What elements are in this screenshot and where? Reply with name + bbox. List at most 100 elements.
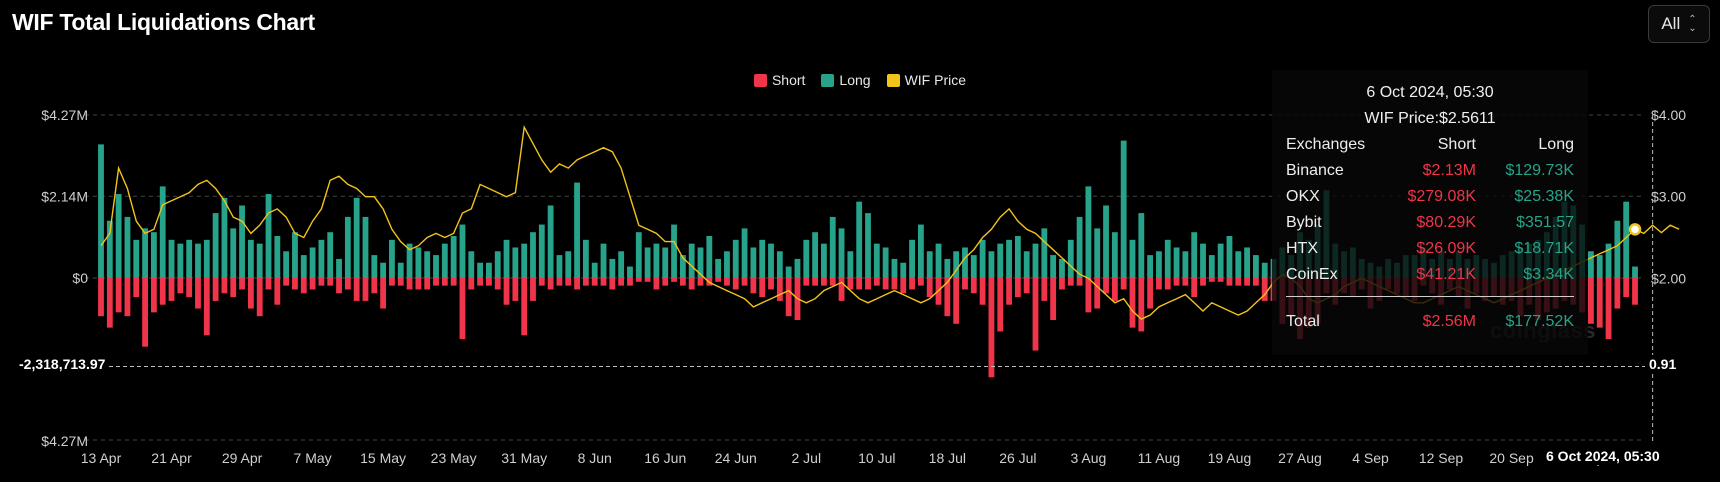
y2-tick-label: $2.00: [1651, 270, 1686, 286]
short-bar: [627, 278, 633, 286]
y-tick-label: $0: [72, 270, 88, 286]
long-bar: [1261, 262, 1268, 278]
short-bar: [697, 278, 704, 286]
short-bar: [829, 278, 836, 286]
long-bar: [1632, 266, 1638, 278]
short-bar: [1023, 278, 1030, 294]
tooltip-long: $3.34K: [1523, 266, 1574, 283]
tooltip-header-exchange: Exchanges: [1286, 136, 1366, 153]
long-bar: [1182, 251, 1189, 278]
time-range-select[interactable]: All ⌃ ⌄: [1648, 5, 1710, 43]
short-bar: [671, 278, 677, 282]
short-bar: [926, 278, 933, 298]
short-bar: [1614, 278, 1621, 309]
short-bar: [582, 278, 589, 286]
legend-item-short[interactable]: Short: [753, 72, 805, 88]
long-bar: [230, 228, 237, 278]
long-bar: [776, 251, 783, 278]
short-bar: [203, 278, 210, 336]
short-bar: [891, 278, 898, 290]
short-bar: [230, 278, 237, 298]
tooltip-exchange: HTX: [1286, 240, 1318, 257]
long-bar: [362, 216, 369, 278]
short-bar: [362, 278, 369, 301]
long-bar: [962, 247, 968, 278]
short-bar: [1200, 278, 1206, 286]
long-bar: [688, 243, 695, 278]
short-bar: [917, 278, 924, 286]
short-bar: [724, 278, 730, 286]
tooltip-exchange: OKX: [1286, 188, 1320, 205]
short-bar: [1164, 278, 1171, 290]
time-range-value: All: [1661, 14, 1681, 33]
short-bar: [221, 278, 228, 294]
short-bar: [521, 278, 528, 336]
long-bar: [389, 239, 395, 278]
chevron-up-down-icon: ⌃ ⌄: [1688, 14, 1697, 34]
long-bar: [627, 266, 633, 278]
short-bar: [300, 278, 307, 294]
long-bar: [336, 258, 342, 278]
short-bar: [882, 278, 889, 290]
legend-item-price[interactable]: WIF Price: [886, 72, 966, 88]
short-bar: [530, 278, 536, 301]
short-bar: [741, 278, 748, 286]
short-bar: [776, 278, 783, 301]
long-bar: [697, 247, 704, 278]
tooltip-header-short: Short: [1437, 136, 1476, 153]
short-bar: [494, 278, 501, 290]
long-bar: [1235, 251, 1242, 278]
long-bar: [1156, 251, 1162, 278]
long-bar: [556, 255, 563, 278]
short-bar: [512, 278, 519, 301]
tooltip-short: $279.08K: [1407, 188, 1476, 205]
long-bar: [397, 262, 404, 278]
long-bar: [1191, 232, 1198, 278]
short-bar: [468, 278, 475, 290]
long-bar: [565, 251, 572, 278]
long-bar: [935, 243, 942, 278]
long-bar: [1605, 243, 1612, 278]
y2-tick-label: $3.00: [1651, 189, 1686, 205]
tooltip-long: $18.71K: [1514, 240, 1574, 257]
short-bar: [1111, 278, 1118, 301]
long-bar: [212, 213, 219, 278]
long-bar: [1244, 247, 1251, 278]
legend-item-long[interactable]: Long: [821, 72, 871, 88]
short-bar: [1191, 278, 1198, 298]
long-bar: [909, 239, 915, 278]
x-tick-label: 16 Jun: [644, 450, 686, 466]
long-bar: [1111, 232, 1118, 278]
tooltip-total-short: $2.56M: [1422, 313, 1476, 330]
x-tick-label: 19 Aug: [1208, 450, 1252, 466]
short-bar: [1252, 278, 1259, 286]
long-bar: [750, 247, 757, 278]
long-bar: [485, 262, 492, 278]
long-bar: [1226, 236, 1233, 278]
long-bar: [618, 251, 625, 278]
short-bar: [873, 278, 880, 286]
long-bar: [803, 239, 810, 278]
long-bar: [997, 243, 1004, 278]
x-tick-label: 31 May: [501, 450, 547, 466]
short-bar: [1156, 278, 1162, 290]
y-tick-label: $4.27M: [41, 107, 88, 123]
short-bar: [1120, 278, 1127, 290]
short-bar: [803, 278, 810, 286]
short-bar: [1244, 278, 1251, 286]
long-bar: [530, 232, 536, 278]
short-bar: [1173, 278, 1180, 286]
long-bar: [459, 224, 466, 278]
long-bar: [1041, 228, 1048, 278]
long-bar: [186, 239, 193, 278]
x-tick-label: 13 Apr: [81, 450, 122, 466]
tooltip-price: WIF Price:$2.5611: [1364, 110, 1496, 127]
short-bar: [318, 278, 325, 286]
long-bar: [309, 247, 316, 278]
long-bar: [1023, 251, 1030, 278]
x-tick-label: 29 Apr: [222, 450, 263, 466]
long-bar: [917, 224, 924, 278]
short-bar: [353, 278, 360, 301]
short-bar: [970, 278, 977, 294]
short-bar: [424, 278, 431, 290]
